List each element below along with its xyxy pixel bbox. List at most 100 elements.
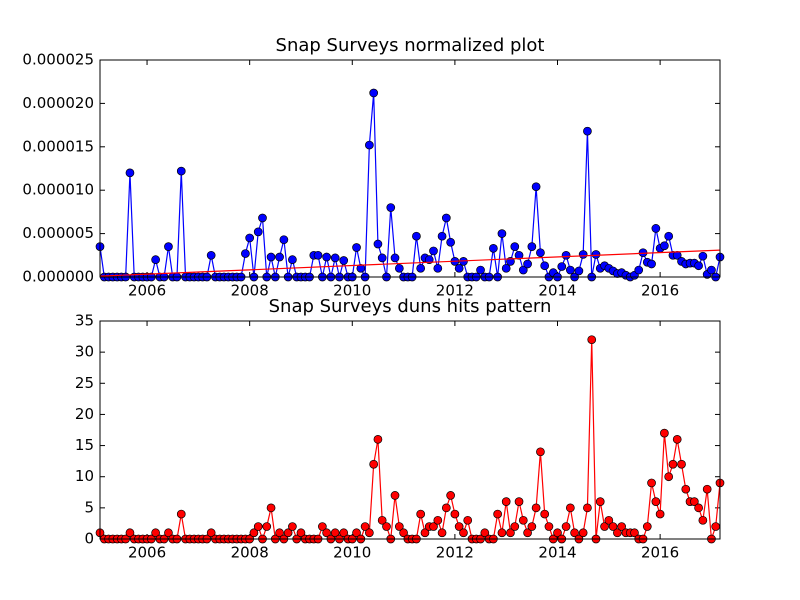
marker — [583, 126, 592, 136]
marker — [275, 528, 284, 538]
marker — [523, 259, 532, 269]
y-tick-label: 0 — [84, 530, 94, 548]
marker — [386, 203, 396, 212]
marker — [266, 252, 276, 262]
x-tick-label: 2014 — [538, 544, 576, 562]
marker — [441, 213, 451, 223]
marker — [651, 497, 661, 506]
marker — [510, 522, 520, 531]
marker — [574, 266, 584, 276]
marker — [578, 250, 588, 259]
marker — [164, 242, 173, 251]
x-tick-label: 2016 — [641, 544, 679, 562]
marker — [527, 522, 537, 531]
marker — [702, 484, 712, 494]
marker — [373, 239, 383, 249]
marker — [262, 522, 272, 531]
x-tick-label: 2010 — [333, 544, 371, 562]
marker — [322, 252, 331, 262]
y-tick-label: 0.000020 — [22, 94, 94, 112]
marker — [416, 263, 426, 273]
marker — [561, 250, 571, 260]
marker — [634, 265, 644, 275]
marker — [176, 166, 186, 176]
y-tick-label: 5 — [84, 498, 94, 516]
marker — [595, 497, 605, 506]
marker — [437, 231, 447, 241]
marker — [279, 235, 289, 245]
marker — [245, 233, 255, 243]
marker — [660, 428, 669, 438]
marker — [604, 515, 614, 525]
marker — [352, 243, 361, 252]
marker — [660, 241, 669, 251]
marker — [377, 515, 387, 525]
marker — [330, 253, 340, 263]
y-tick-label: 25 — [75, 374, 94, 392]
marker — [164, 528, 173, 538]
marker — [151, 255, 160, 264]
marker — [591, 250, 601, 259]
marker — [689, 497, 699, 506]
y-tick-label: 30 — [75, 343, 94, 361]
y-tick-label: 0.000000 — [22, 268, 94, 286]
marker — [493, 509, 502, 519]
marker — [630, 528, 639, 538]
marker — [206, 250, 216, 260]
marker — [437, 528, 447, 538]
marker — [369, 459, 379, 469]
marker — [647, 259, 656, 269]
x-tick-label: 2008 — [231, 282, 269, 300]
marker — [441, 503, 451, 513]
marker — [399, 528, 408, 538]
marker — [514, 250, 524, 260]
x-tick-label: 2008 — [231, 544, 269, 562]
marker — [356, 263, 366, 273]
marker — [506, 528, 515, 538]
marker — [288, 522, 297, 531]
marker — [489, 244, 498, 253]
x-tick-label: 2010 — [333, 282, 371, 300]
marker — [540, 509, 550, 519]
marker — [454, 263, 464, 273]
marker — [266, 503, 276, 513]
marker — [313, 250, 323, 260]
marker — [613, 528, 622, 538]
marker — [523, 528, 532, 538]
marker — [429, 246, 438, 256]
marker — [565, 265, 575, 275]
marker — [655, 509, 665, 519]
marker — [322, 528, 331, 538]
marker — [694, 503, 703, 513]
y-tick-label: 20 — [75, 405, 94, 423]
marker — [390, 253, 400, 263]
marker — [176, 509, 186, 519]
marker — [463, 515, 473, 525]
y-tick-label: 35 — [75, 312, 94, 330]
marker — [318, 522, 327, 531]
marker — [647, 478, 656, 488]
marker — [450, 509, 460, 519]
marker — [125, 168, 135, 178]
marker — [377, 253, 387, 263]
x-tick-label: 2012 — [436, 282, 474, 300]
y-tick-label: 0.000025 — [22, 51, 94, 69]
marker — [360, 522, 370, 531]
x-tick-label: 2006 — [128, 282, 166, 300]
marker — [125, 528, 135, 538]
marker — [382, 522, 391, 531]
marker — [570, 528, 579, 538]
marker — [677, 459, 686, 469]
chart-title: Snap Surveys normalized plot — [276, 35, 545, 56]
marker — [501, 263, 511, 273]
marker — [283, 528, 293, 538]
marker — [672, 434, 682, 444]
marker — [206, 528, 216, 538]
y-tick-label: 0.000010 — [22, 181, 94, 199]
marker — [454, 522, 464, 531]
marker — [536, 248, 545, 258]
marker — [698, 251, 708, 261]
marker — [339, 528, 349, 538]
